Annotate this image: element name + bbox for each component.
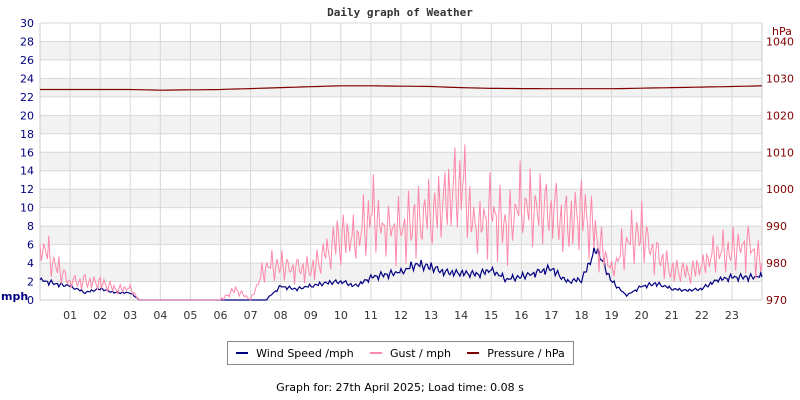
y2-tick-label: 1010 xyxy=(766,146,794,159)
y2-tick-label: 1000 xyxy=(766,183,794,196)
chart-title: Daily graph of Weather xyxy=(327,6,473,19)
y-tick-label: 12 xyxy=(20,183,34,196)
legend-label-gust: Gust / mph xyxy=(390,346,451,360)
x-tick-label: 15 xyxy=(484,309,498,322)
x-tick-label: 01 xyxy=(63,309,77,322)
y-tick-label: 16 xyxy=(20,146,34,159)
x-tick-label: 13 xyxy=(424,309,438,322)
y-tick-label: 26 xyxy=(20,54,34,67)
x-tick-label: 10 xyxy=(334,309,348,322)
y-tick-label: 14 xyxy=(20,165,34,178)
y2-tick-label: 1020 xyxy=(766,109,794,122)
footer-status: Graph for: 27th April 2025; Load time: 0… xyxy=(276,381,524,394)
y-tick-label: 18 xyxy=(20,128,34,141)
y-tick-label: 24 xyxy=(20,72,34,85)
x-tick-label: 05 xyxy=(183,309,197,322)
x-tick-label: 21 xyxy=(665,309,679,322)
legend-label-pressure: Pressure / hPa xyxy=(487,346,565,360)
x-tick-label: 12 xyxy=(394,309,408,322)
x-tick-label: 08 xyxy=(274,309,288,322)
x-tick-label: 19 xyxy=(605,309,619,322)
legend-label-wind: Wind Speed /mph xyxy=(256,346,354,360)
x-tick-label: 04 xyxy=(153,309,167,322)
y-tick-label: 20 xyxy=(20,109,34,122)
chart-legend: Wind Speed /mph Gust / mph Pressure / hP… xyxy=(227,341,574,365)
x-tick-label: 03 xyxy=(123,309,137,322)
x-tick-label: 16 xyxy=(514,309,528,322)
y-tick-label: 30 xyxy=(20,17,34,30)
legend-item-gust: Gust / mph xyxy=(370,347,451,360)
legend-item-wind: Wind Speed /mph xyxy=(236,347,354,360)
y-tick-label: 6 xyxy=(27,239,34,252)
legend-swatch-wind xyxy=(236,352,249,354)
legend-swatch-gust xyxy=(370,352,383,354)
y-tick-label: 2 xyxy=(27,276,34,289)
legend-swatch-pressure xyxy=(467,352,480,354)
x-tick-label: 14 xyxy=(454,309,468,322)
y-tick-label: 8 xyxy=(27,220,34,233)
series-line xyxy=(39,144,763,301)
x-tick-label: 18 xyxy=(575,309,589,322)
x-tick-label: 07 xyxy=(244,309,258,322)
x-tick-label: 20 xyxy=(635,309,649,322)
y2-tick-label: 980 xyxy=(766,257,787,270)
x-tick-label: 11 xyxy=(364,309,378,322)
x-tick-label: 02 xyxy=(93,309,107,322)
x-tick-label: 22 xyxy=(695,309,709,322)
y-tick-label: 0 xyxy=(27,294,34,307)
legend-item-pressure: Pressure / hPa xyxy=(467,347,565,360)
y-tick-label: 10 xyxy=(20,202,34,215)
y2-axis-label: hPa xyxy=(772,25,792,38)
y-tick-label: 4 xyxy=(27,257,34,270)
y2-tick-label: 1030 xyxy=(766,72,794,85)
y2-tick-label: 1040 xyxy=(766,35,794,48)
y2-tick-label: 990 xyxy=(766,220,787,233)
y-axis-label: mph xyxy=(1,290,28,303)
x-tick-label: 06 xyxy=(214,309,228,322)
x-tick-label: 09 xyxy=(304,309,318,322)
x-tick-label: 17 xyxy=(544,309,558,322)
y-tick-label: 22 xyxy=(20,91,34,104)
series-line xyxy=(40,85,763,91)
y2-tick-label: 970 xyxy=(766,294,787,307)
x-tick-label: 23 xyxy=(725,309,739,322)
y-tick-label: 28 xyxy=(20,35,34,48)
